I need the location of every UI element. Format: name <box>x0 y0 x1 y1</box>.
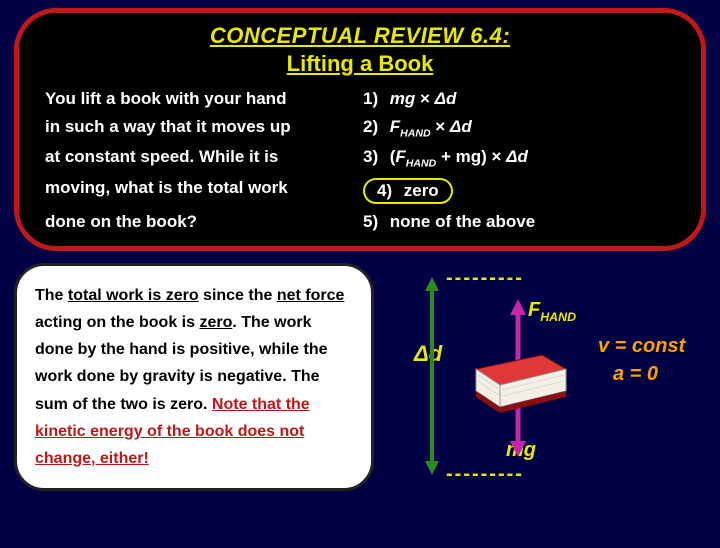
option-5: 5) none of the above <box>363 212 675 232</box>
label-a-zero: a = 0 <box>613 363 658 386</box>
option-2: 2) FHAND × Δd <box>363 117 675 139</box>
question-line: done on the book? <box>45 212 357 232</box>
option-4-selected: 4) zero <box>363 178 675 204</box>
question-card: CONCEPTUAL REVIEW 6.4: Lifting a Book Yo… <box>14 8 706 251</box>
explanation-card: The total work is zero since the net for… <box>14 263 374 491</box>
question-line: moving, what is the total work <box>45 178 357 204</box>
question-line: at constant speed. While it is <box>45 147 357 169</box>
label-v-const: v = const <box>598 335 685 358</box>
question-line: You lift a book with your hand <box>45 89 357 109</box>
diagram: --------- --------- Δd FHAND mg v = cons… <box>388 263 706 491</box>
question-line: in such a way that it moves up <box>45 117 357 139</box>
title-line-1: CONCEPTUAL REVIEW 6.4: <box>45 23 675 49</box>
dash-top: --------- <box>446 267 524 290</box>
book-icon <box>466 351 558 415</box>
arrow-delta-d-icon <box>422 277 442 475</box>
dash-bottom: --------- <box>446 463 524 486</box>
option-1: 1) mg × Δd <box>363 89 675 109</box>
option-3: 3) (FHAND + mg) × Δd <box>363 147 675 169</box>
label-f-hand: FHAND <box>528 299 576 324</box>
question-grid: You lift a book with your hand 1) mg × Δ… <box>45 89 675 232</box>
title-line-2: Lifting a Book <box>45 51 675 77</box>
